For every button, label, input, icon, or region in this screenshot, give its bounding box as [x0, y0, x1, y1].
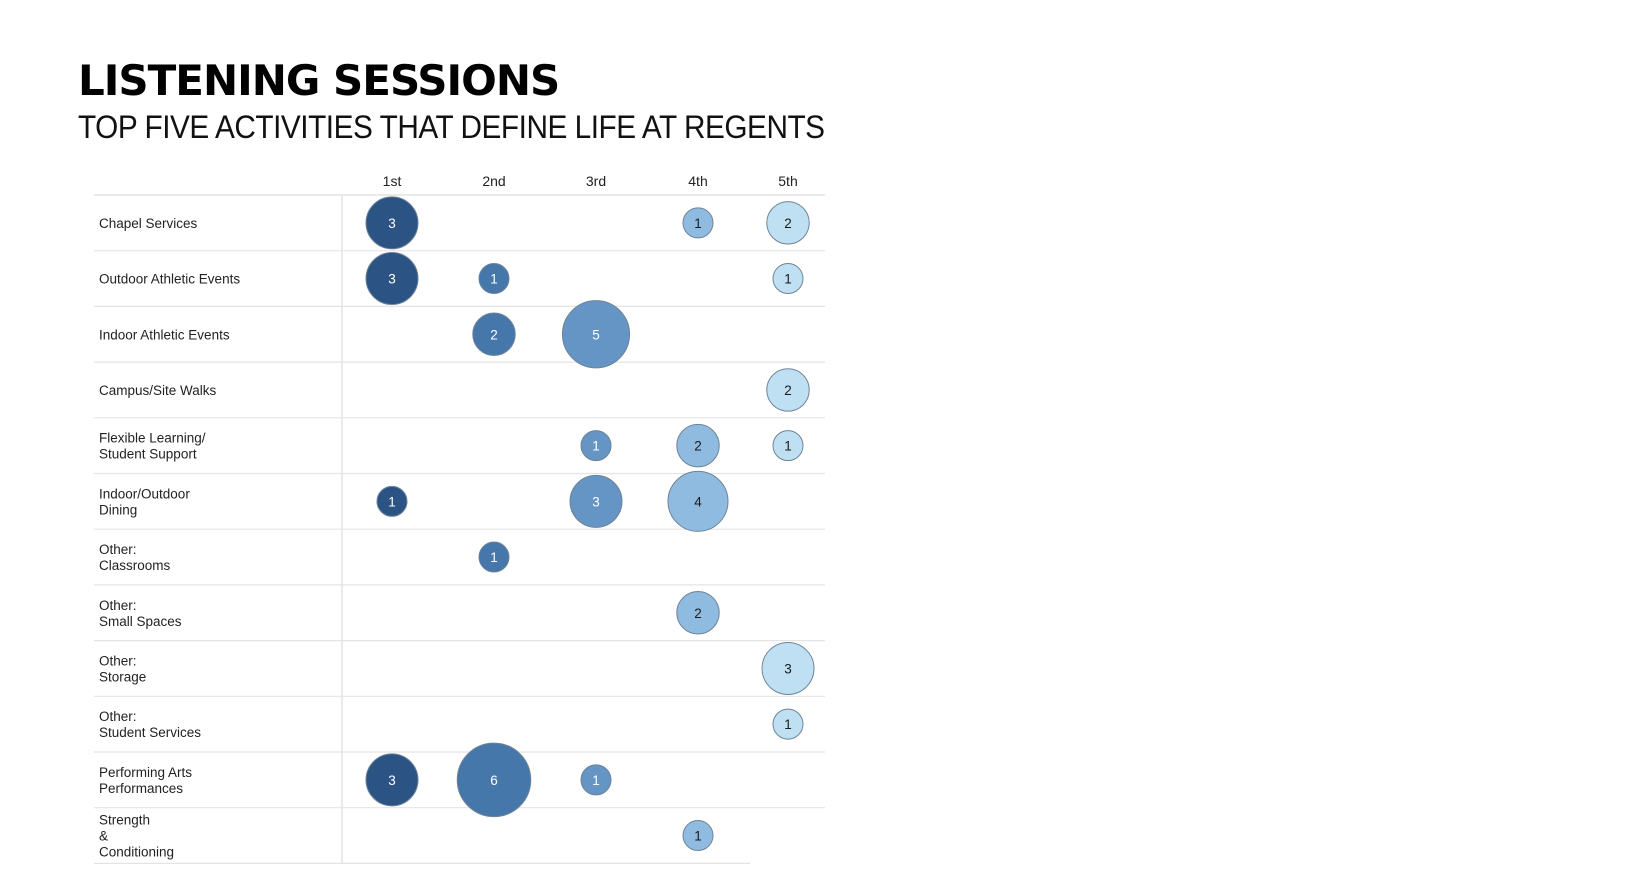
bubble-value-label: 1: [490, 550, 498, 565]
bubble-circle: [772, 430, 804, 462]
bubble-value-label: 3: [784, 661, 792, 676]
bubble-value-label: 2: [490, 327, 498, 342]
bubble-value-label: 2: [694, 606, 702, 621]
row-label: Strength & Conditioning: [99, 813, 174, 860]
bubble: 2: [766, 368, 810, 412]
bubble-value-label: 6: [490, 773, 498, 788]
bubble-circle: [682, 207, 714, 239]
grid-lines: [94, 194, 825, 865]
bubble-circle: [766, 368, 810, 412]
bubble-circle: [676, 591, 720, 635]
chart-subtitle: TOP FIVE ACTIVITIES THAT DEFINE LIFE AT …: [78, 109, 825, 145]
bubble-value-label: 3: [388, 773, 396, 788]
bubbles: 3 1 2 3 1 1 2 5 2 1 2 1 1 3 4 1 2 3 1 3 6 1 1: [365, 196, 815, 852]
column-header-3: 3rd: [586, 173, 606, 189]
bubble-circle: [766, 201, 810, 245]
bubble-circle: [478, 541, 510, 573]
row-label: Outdoor Athletic Events: [99, 272, 240, 287]
bubble-circle: [376, 485, 408, 517]
row-label: Flexible Learning/Student Support: [99, 431, 206, 462]
bubble-value-label: 2: [784, 216, 792, 231]
row-label: Chapel Services: [99, 216, 198, 231]
bubble: 2: [676, 591, 720, 635]
bubble: 2: [472, 312, 516, 356]
row-label: Campus/Site Walks: [99, 383, 217, 398]
bubble: 3: [365, 196, 419, 250]
row-label: Other: Student Services: [99, 709, 201, 740]
bubble-value-label: 1: [784, 439, 792, 454]
bubble: 3: [569, 474, 623, 528]
bubble-circle: [365, 196, 419, 250]
bubble-circle: [682, 820, 714, 852]
column-header-5: 5th: [778, 173, 797, 189]
chart-title: LISTENING SESSIONS: [78, 56, 560, 105]
bubble-circle: [772, 708, 804, 740]
bubble: 1: [772, 708, 804, 740]
bubble: 1: [580, 430, 612, 462]
bubble-circle: [365, 252, 419, 306]
bubble-value-label: 1: [490, 272, 498, 287]
bubble-value-label: 1: [694, 216, 702, 231]
column-header-4: 4th: [688, 173, 707, 189]
bubble-circle: [580, 430, 612, 462]
bubble-value-label: 3: [388, 216, 396, 231]
bubble-value-label: 1: [592, 439, 600, 454]
bubble: 1: [682, 207, 714, 239]
bubble-value-label: 3: [592, 494, 600, 509]
bubble: 1: [772, 430, 804, 462]
bubble: 1: [580, 764, 612, 796]
bubble-circle: [365, 753, 419, 807]
bubble: 4: [667, 470, 729, 532]
bubble: 1: [478, 263, 510, 295]
bubble: 3: [761, 641, 815, 695]
bubble-value-label: 4: [694, 494, 702, 509]
bubble-value-label: 3: [388, 272, 396, 287]
bubble: 5: [561, 300, 631, 369]
row-label: Performing Arts Performances: [99, 765, 192, 796]
bubble-value-label: 2: [694, 439, 702, 454]
row-label: Other: Small Spaces: [99, 598, 182, 629]
bubble-value-label: 2: [784, 383, 792, 398]
bubble: 6: [456, 742, 532, 818]
bubble-value-label: 1: [784, 717, 792, 732]
bubble-value-label: 1: [784, 272, 792, 287]
bubble: 3: [365, 753, 419, 807]
bubble-circle: [580, 764, 612, 796]
column-headers: 1st 2nd 3rd 4th 5th: [383, 173, 798, 189]
bubble-value-label: 1: [388, 494, 396, 509]
bubble-circle: [772, 263, 804, 295]
row-label: Other: Storage: [99, 653, 146, 684]
bubble: 2: [676, 423, 720, 468]
bubble: 1: [376, 485, 408, 517]
bubble-circle: [456, 742, 532, 818]
row-label: Indoor/Outdoor Dining: [99, 486, 190, 517]
row-labels: Chapel Services Outdoor Athletic Events In…: [99, 216, 240, 860]
bubble-circle: [478, 263, 510, 295]
column-header-1: 1st: [383, 173, 402, 189]
bubble-circle: [761, 641, 815, 695]
row-label: Other: Classrooms: [99, 542, 171, 573]
bubble-value-label: 1: [694, 829, 702, 844]
bubble-circle: [561, 300, 631, 369]
bubble-circle: [676, 423, 720, 468]
column-header-2: 2nd: [482, 173, 505, 189]
bubble: 2: [766, 201, 810, 245]
row-label: Indoor Athletic Events: [99, 327, 230, 342]
bubble-circle: [569, 474, 623, 528]
bubble: 3: [365, 252, 419, 306]
bubble: 1: [772, 263, 804, 295]
bubble-value-label: 5: [592, 327, 600, 342]
bubble-circle: [667, 470, 729, 532]
bubble: 1: [682, 820, 714, 852]
bubble-value-label: 1: [592, 773, 600, 788]
bubble-circle: [472, 312, 516, 356]
bubble: 1: [478, 541, 510, 573]
